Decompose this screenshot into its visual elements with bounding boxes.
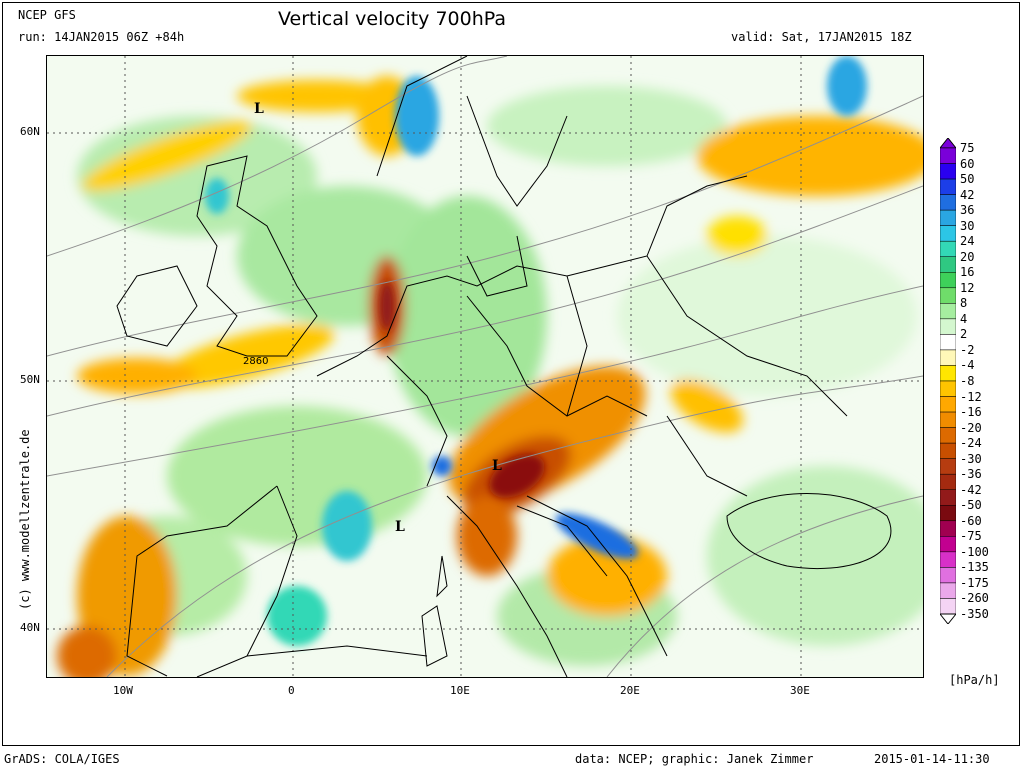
colorbar-swatch [940,209,956,226]
colorbar-swatch [940,287,956,304]
map-canvas: L L L 2860 [47,56,923,677]
colorbar-label: 50 [960,172,975,187]
coastlines [116,56,892,677]
colorbar-swatch [940,240,956,257]
colorbar-label: 20 [960,249,975,264]
colorbar-label: 16 [960,265,975,280]
colorbar-label: -12 [960,389,982,404]
colorbar-label: -42 [960,482,982,497]
colorbar-label: 12 [960,280,975,295]
colorbar-swatch [940,567,956,584]
colorbar-swatch [940,349,956,366]
colorbar-swatch [940,365,956,382]
colorbar-swatch [940,163,956,180]
colorbar-swatch [940,380,956,397]
lon-label-30e: 30E [790,684,810,697]
colorbar-swatch [940,194,956,211]
geopotential-contours [47,56,923,677]
colorbar-swatch [940,225,956,242]
velocity-field [57,76,923,677]
lon-label-10w: 10W [113,684,133,697]
colorbar-bottom-arrow [940,613,956,624]
low-pressure-marker-north-sea: L [254,101,264,117]
colorbar-swatch [940,582,956,599]
contour-value-label: 2860 [243,356,268,367]
colorbar-swatch [940,551,956,568]
colorbar-swatch [940,458,956,475]
colorbar-label: 8 [960,296,968,311]
map-title: Vertical velocity 700hPa [278,8,507,30]
lat-label-40n: 40N [20,621,40,634]
colorbar-label: -20 [960,420,982,435]
colorbar-swatch [940,442,956,459]
colorbar-label: -16 [960,405,982,420]
colorbar-label: -260 [960,591,989,606]
colorbar-swatch [940,536,956,553]
low-pressure-marker-gulf-of-lion: L [395,519,405,535]
credit-text: (c) www.modellzentrale.de [18,429,32,610]
colorbar-label: -175 [960,575,989,590]
colorbar-label: -2 [960,342,975,357]
colorbar-label: -24 [960,436,982,451]
colorbar-swatch [940,396,956,413]
model-name: NCEP GFS [18,8,76,22]
colorbar-swatch [940,334,956,351]
colorbar-swatch [940,520,956,537]
colorbar-swatch [940,272,956,289]
colorbar-swatch [940,598,956,615]
run-info: run: 14JAN2015 06Z +84h [18,30,185,44]
colorbar-label: 2 [960,327,968,342]
colorbar-label: 30 [960,218,975,233]
colorbar-swatch [940,147,956,164]
lon-label-0: 0 [288,684,295,697]
colorbar-label: -135 [960,560,989,575]
colorbar-label: -30 [960,451,982,466]
colorbar-label: 4 [960,311,968,326]
colorbar-swatch [940,318,956,335]
colorbar-label: -4 [960,358,975,373]
colorbar-swatch [940,256,956,273]
lon-label-20e: 20E [620,684,640,697]
colorbar-swatch [940,473,956,490]
colorbar-swatch [940,427,956,444]
colorbar-label: 24 [960,234,975,249]
colorbar-label: 36 [960,203,975,218]
graticule [47,56,923,677]
colorbar [940,138,956,624]
low-pressure-marker-alps: L [492,458,502,474]
colorbar-label: -350 [960,607,989,621]
colorbar-swatch [940,178,956,195]
colorbar-swatch [940,303,956,320]
colorbar-label: -100 [960,544,989,559]
figure-frame [2,2,1020,746]
colorbar-swatch [940,411,956,428]
lat-label-50n: 50N [20,373,40,386]
valid-time: valid: Sat, 17JAN2015 18Z [731,30,912,44]
colorbar-unit: [hPa/h] [949,673,1000,687]
colorbar-swatch [940,505,956,522]
footer-timestamp: 2015-01-14-11:30 [874,752,990,766]
colorbar-label: 60 [960,156,975,171]
colorbar-label: 42 [960,187,975,202]
colorbar-top-arrow [940,138,956,149]
lat-label-60n: 60N [20,125,40,138]
footer-software: GrADS: COLA/IGES [4,752,120,766]
colorbar-label: -50 [960,498,982,513]
colorbar-swatch [940,489,956,506]
colorbar-label: -60 [960,513,982,528]
lon-label-10e: 10E [450,684,470,697]
colorbar-label: -36 [960,467,982,482]
weather-map: L L L 2860 [46,55,924,678]
footer-source: data: NCEP; graphic: Janek Zimmer [575,752,814,766]
colorbar-label: 75 [960,141,975,155]
colorbar-label: -8 [960,374,975,388]
colorbar-label: -75 [960,529,982,544]
